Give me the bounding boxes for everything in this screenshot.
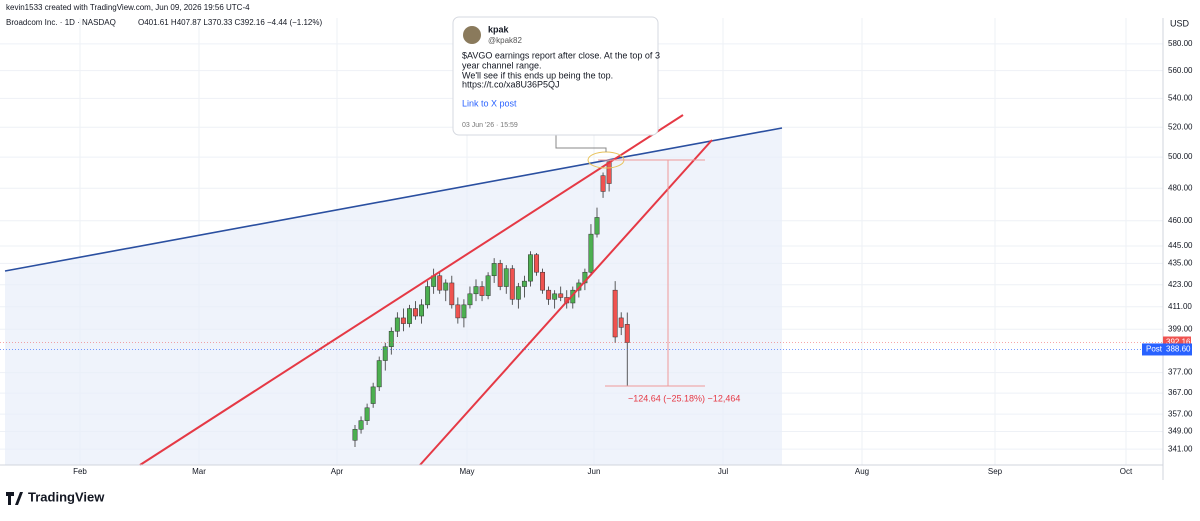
- candle-body: [461, 304, 467, 319]
- candle-body: [540, 271, 545, 291]
- x-tick-label: Sep: [988, 467, 1003, 476]
- symbol: Broadcom Inc. · 1D · NASDAQ: [6, 18, 116, 27]
- candle-body: [624, 324, 630, 343]
- candle-body: [485, 275, 491, 296]
- x-tick-label: Aug: [855, 467, 869, 476]
- post-link[interactable]: Link to X post: [462, 98, 517, 108]
- candle-body: [521, 280, 527, 287]
- y-tick-label: 357.00: [1168, 409, 1193, 418]
- measure-label: −124.64 (−25.18%) −12,464: [628, 393, 740, 403]
- x-tick-label: Jun: [588, 467, 601, 476]
- y-tick-label: 500.00: [1168, 152, 1193, 161]
- avatar: [463, 26, 481, 44]
- x-tick-label: May: [459, 467, 474, 476]
- y-tick-label: 480.00: [1168, 183, 1193, 192]
- candle-body: [413, 308, 418, 317]
- candle-body: [594, 217, 600, 235]
- candle-body: [497, 263, 503, 287]
- channel-line: [419, 139, 713, 466]
- candle-body: [491, 263, 497, 277]
- y-tick-label: 445.00: [1168, 241, 1193, 250]
- channel-line: [139, 114, 684, 466]
- x-tick-label: Apr: [331, 467, 344, 476]
- candles: [352, 160, 630, 447]
- candle-body: [407, 308, 412, 324]
- candle-body: [425, 286, 431, 306]
- post-line: year channel range.: [462, 60, 542, 70]
- candle-body: [388, 330, 394, 347]
- post-price-label: 388.60: [1166, 345, 1191, 354]
- y-tick-label: 560.00: [1168, 66, 1193, 75]
- x-tick-label: Jul: [718, 467, 728, 476]
- candle-body: [473, 286, 479, 295]
- y-tick-label: 377.00: [1168, 368, 1193, 377]
- candle-body: [546, 289, 552, 300]
- post-date: 03 Jun '26 · 15:59: [462, 122, 518, 129]
- post-line: We'll see if this ends up being the top.: [462, 70, 613, 80]
- post-handle: @kpak82: [488, 36, 522, 45]
- x-tick-label: Feb: [73, 467, 87, 476]
- post-name: kpak: [488, 24, 510, 34]
- candle-body: [509, 268, 515, 300]
- post-tag-label: Post: [1146, 345, 1163, 354]
- y-tick-label: 341.00: [1168, 444, 1193, 453]
- candle-body: [419, 304, 425, 317]
- candle-body: [503, 268, 509, 287]
- candle-body: [358, 420, 364, 430]
- candle-body: [612, 289, 618, 338]
- currency: USD: [1170, 18, 1190, 28]
- y-tick-label: 423.00: [1168, 280, 1193, 289]
- ohlc-text: O401.61 H407.87 L370.33 C392.16 −4.44 (−…: [138, 18, 322, 27]
- y-tick-label: 520.00: [1168, 122, 1193, 131]
- callout-line: [555, 135, 607, 152]
- candle-body: [382, 346, 388, 361]
- candle-body: [618, 317, 624, 328]
- candle-body: [352, 429, 358, 441]
- x-tick-label: Oct: [1120, 467, 1133, 476]
- card: [452, 16, 659, 136]
- candle-body: [400, 317, 406, 324]
- candle-body: [515, 286, 521, 300]
- channel-fill: [5, 128, 782, 465]
- candle-body: [437, 275, 443, 291]
- credit: kevin1533 created with TradingView.com, …: [6, 3, 250, 12]
- candle-body: [370, 386, 376, 404]
- candle-body: [467, 293, 473, 306]
- candle-body: [449, 282, 455, 306]
- logo: [6, 492, 23, 505]
- y-tick-label: 411.00: [1168, 302, 1192, 311]
- y-tick-label: 367.00: [1168, 388, 1193, 397]
- y-tick-label: 435.00: [1168, 259, 1193, 268]
- candle-body: [394, 317, 400, 332]
- y-tick-label: 540.00: [1168, 94, 1193, 103]
- candle-body: [376, 360, 382, 388]
- post-card: kpak @kpak82 $AVGO earnings report after…: [452, 16, 660, 136]
- candle-body: [552, 293, 558, 300]
- brand: TradingView: [28, 489, 105, 504]
- candle-body: [443, 282, 449, 291]
- y-tick-label: 349.00: [1168, 427, 1193, 436]
- candle-body: [558, 293, 564, 298]
- post-line: $AVGO earnings report after close. At th…: [462, 50, 660, 60]
- trend-line: [4, 127, 783, 272]
- candle-body: [606, 161, 612, 184]
- candle-body: [588, 233, 594, 273]
- y-tick-label: 460.00: [1168, 216, 1193, 225]
- price-label: 392.16: [1166, 338, 1191, 347]
- candle-body: [534, 254, 539, 273]
- candle-body: [600, 175, 606, 192]
- y-tick-label: 580.00: [1168, 39, 1193, 48]
- footer: TradingView: [6, 489, 105, 505]
- candle-body: [455, 304, 461, 319]
- candle-body: [479, 286, 485, 296]
- candle-body: [528, 254, 533, 282]
- post-line: https://t.co/xa8U36P5QJ: [462, 79, 560, 89]
- candle-body: [364, 407, 370, 421]
- post-tag: [1142, 343, 1192, 356]
- x-tick-label: Mar: [192, 467, 206, 476]
- y-tick-label: 399.00: [1168, 324, 1193, 333]
